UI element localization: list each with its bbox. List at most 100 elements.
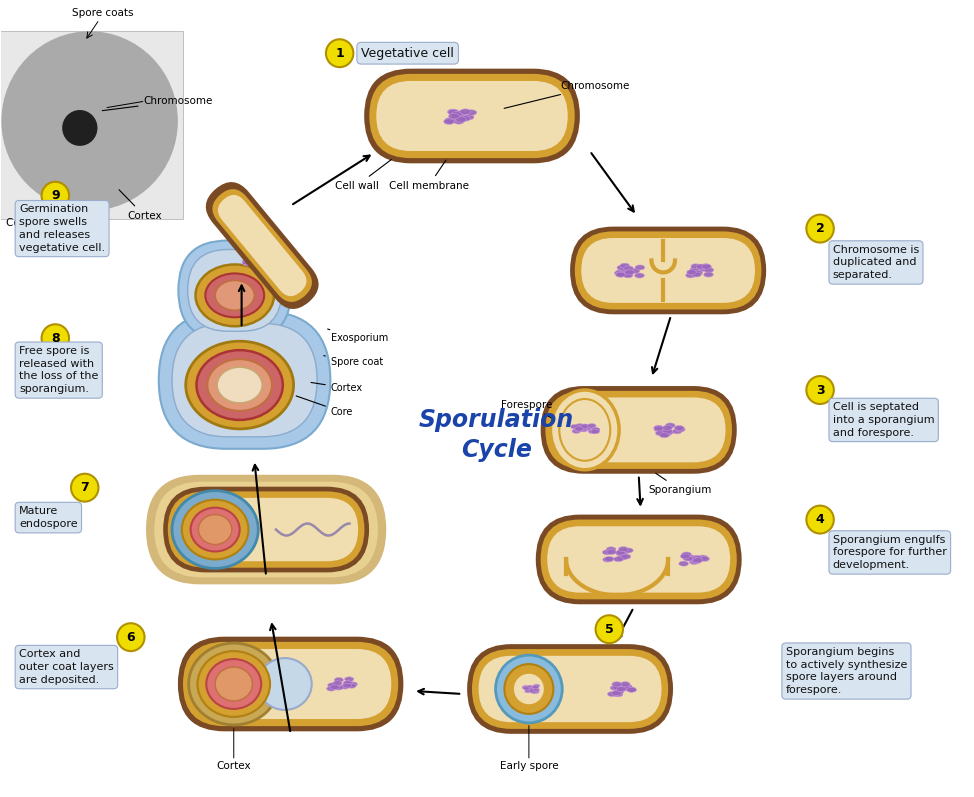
Text: Cortex: Cortex (311, 383, 363, 393)
Circle shape (806, 376, 834, 404)
Ellipse shape (334, 685, 343, 690)
Ellipse shape (235, 684, 241, 687)
Ellipse shape (250, 257, 257, 261)
Ellipse shape (692, 559, 701, 563)
Ellipse shape (682, 552, 692, 557)
Circle shape (42, 324, 69, 352)
Ellipse shape (256, 258, 263, 261)
Ellipse shape (330, 685, 339, 689)
Text: Cortex: Cortex (216, 760, 251, 771)
Text: Mature
endospore: Mature endospore (19, 506, 78, 529)
Ellipse shape (232, 682, 238, 685)
Ellipse shape (692, 556, 701, 560)
Ellipse shape (513, 673, 544, 705)
FancyBboxPatch shape (376, 81, 568, 151)
Ellipse shape (665, 423, 675, 428)
Text: Vegetative cell: Vegetative cell (361, 47, 454, 60)
Ellipse shape (334, 677, 344, 682)
Ellipse shape (610, 685, 619, 690)
Ellipse shape (663, 430, 673, 435)
Ellipse shape (226, 681, 232, 685)
Ellipse shape (213, 528, 219, 532)
FancyBboxPatch shape (541, 520, 736, 599)
Ellipse shape (635, 265, 645, 270)
Ellipse shape (617, 684, 625, 689)
Ellipse shape (259, 259, 267, 262)
Ellipse shape (232, 683, 238, 686)
Ellipse shape (618, 551, 627, 556)
Ellipse shape (533, 685, 539, 689)
Circle shape (117, 623, 144, 651)
Ellipse shape (206, 528, 211, 530)
Text: 6: 6 (127, 630, 135, 644)
Ellipse shape (249, 259, 256, 263)
Ellipse shape (698, 266, 708, 272)
Ellipse shape (210, 529, 216, 532)
Ellipse shape (681, 553, 691, 558)
Ellipse shape (455, 111, 466, 116)
Ellipse shape (182, 500, 248, 559)
Ellipse shape (198, 651, 270, 717)
Ellipse shape (533, 690, 540, 693)
FancyBboxPatch shape (172, 324, 318, 437)
Ellipse shape (623, 273, 633, 278)
FancyBboxPatch shape (478, 656, 661, 722)
Ellipse shape (217, 367, 262, 403)
Ellipse shape (215, 667, 252, 701)
Ellipse shape (242, 385, 247, 389)
Ellipse shape (218, 526, 224, 529)
Ellipse shape (207, 359, 272, 411)
Ellipse shape (616, 272, 625, 277)
Text: Cortex and
outer coat layers
are deposited.: Cortex and outer coat layers are deposit… (19, 650, 114, 685)
Ellipse shape (681, 554, 691, 559)
Circle shape (70, 101, 109, 141)
FancyBboxPatch shape (364, 69, 580, 163)
Ellipse shape (456, 116, 467, 122)
Ellipse shape (523, 687, 530, 690)
Ellipse shape (687, 269, 696, 275)
Ellipse shape (617, 269, 626, 274)
Ellipse shape (327, 683, 337, 688)
Ellipse shape (693, 270, 702, 275)
Ellipse shape (624, 269, 634, 275)
Ellipse shape (529, 688, 535, 691)
Ellipse shape (691, 264, 700, 269)
Ellipse shape (699, 556, 709, 561)
Ellipse shape (210, 528, 216, 532)
Ellipse shape (617, 265, 626, 270)
Ellipse shape (533, 688, 540, 692)
Ellipse shape (199, 515, 232, 544)
Ellipse shape (576, 424, 584, 428)
Ellipse shape (243, 261, 249, 265)
Ellipse shape (580, 426, 587, 430)
Ellipse shape (196, 265, 274, 326)
FancyBboxPatch shape (178, 637, 403, 732)
Ellipse shape (496, 655, 562, 723)
Ellipse shape (605, 556, 615, 561)
Ellipse shape (662, 429, 672, 434)
Ellipse shape (591, 430, 600, 434)
Ellipse shape (662, 426, 672, 430)
Text: Spore coats: Spore coats (72, 8, 133, 18)
Ellipse shape (656, 430, 665, 436)
Ellipse shape (235, 383, 242, 386)
Circle shape (81, 112, 98, 130)
Ellipse shape (606, 547, 616, 552)
FancyBboxPatch shape (547, 526, 730, 593)
Ellipse shape (621, 554, 631, 559)
Ellipse shape (686, 273, 695, 278)
Ellipse shape (343, 681, 353, 685)
Ellipse shape (572, 429, 581, 434)
Ellipse shape (588, 429, 597, 434)
FancyBboxPatch shape (188, 249, 281, 332)
Ellipse shape (249, 260, 256, 264)
Ellipse shape (251, 257, 258, 261)
Text: Sporangium begins
to actively synthesize
spore layers around
forespore.: Sporangium begins to actively synthesize… (786, 647, 907, 695)
Ellipse shape (617, 687, 626, 692)
Ellipse shape (630, 269, 640, 273)
Text: Cortex: Cortex (119, 190, 162, 221)
FancyBboxPatch shape (212, 189, 312, 302)
Circle shape (595, 615, 623, 643)
Text: Sporangium engulfs
forespore for further
development.: Sporangium engulfs forespore for further… (833, 535, 947, 571)
Ellipse shape (626, 687, 636, 692)
